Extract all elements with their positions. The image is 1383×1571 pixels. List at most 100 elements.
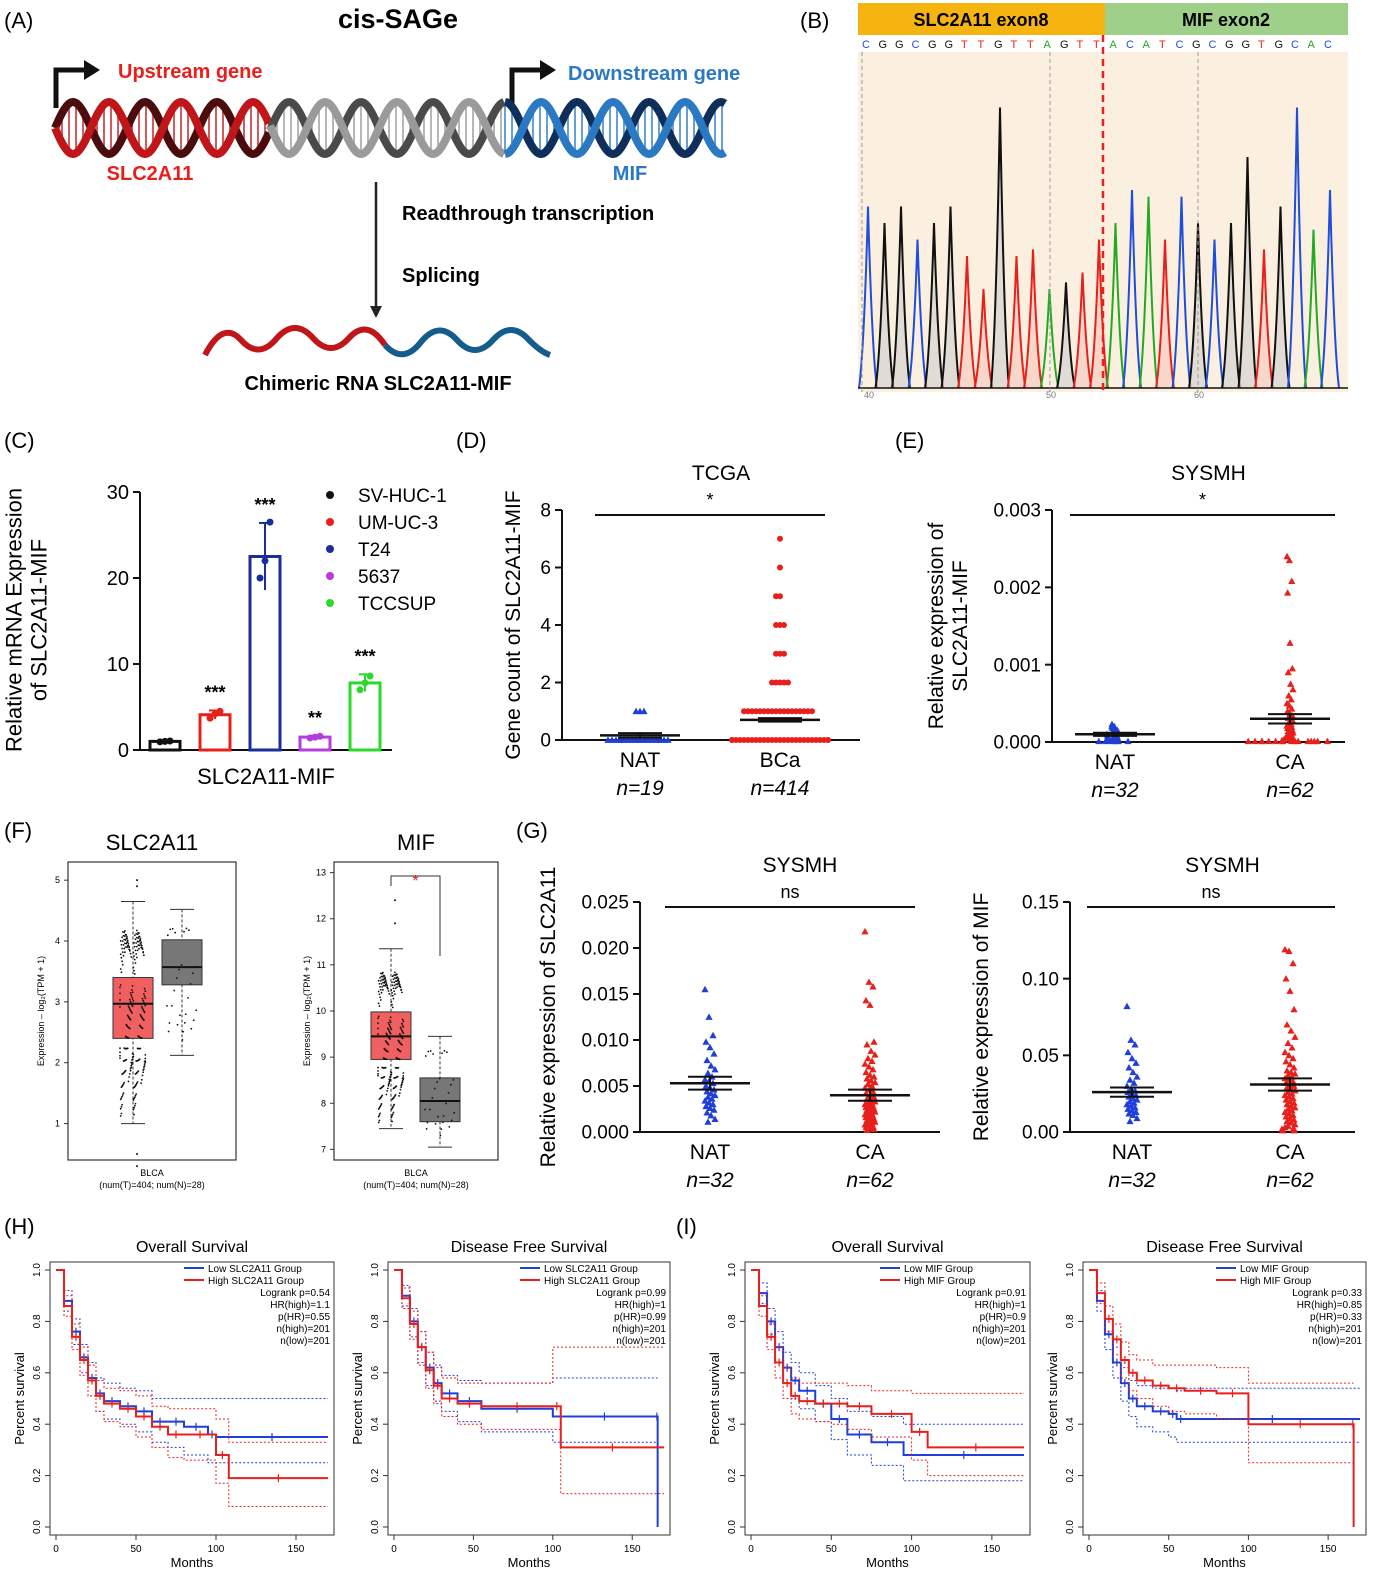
x-tick-label: 0	[53, 1544, 59, 1555]
jitter-point	[132, 1055, 135, 1058]
helix-strand-front	[266, 98, 506, 158]
jitter-point	[395, 983, 398, 986]
jitter-point	[143, 987, 146, 990]
plot-frame	[49, 1261, 335, 1536]
jitter-point	[389, 1032, 392, 1035]
data-point	[1284, 1105, 1292, 1112]
data-point	[1127, 1102, 1135, 1109]
jitter-point	[121, 1103, 124, 1106]
jitter-point	[138, 947, 140, 950]
jitter-point	[119, 1051, 121, 1054]
jitter-point	[450, 1083, 452, 1086]
data-point	[777, 535, 783, 542]
chromatogram-peak	[1204, 239, 1225, 389]
stats-label: HR(high)=0.85	[1297, 1300, 1363, 1311]
process-arrowhead-icon	[370, 306, 382, 318]
jitter-point	[130, 1002, 133, 1005]
data-point	[1281, 1108, 1289, 1115]
jitter-point	[426, 1121, 429, 1124]
sequence-base: G	[945, 39, 954, 51]
jitter-point	[393, 977, 396, 979]
jitter-point	[432, 1053, 435, 1055]
data-point	[1124, 1105, 1132, 1112]
stats-label: n(low)=201	[280, 1336, 330, 1347]
chromatogram-peak	[891, 206, 911, 389]
data-point	[1284, 1088, 1292, 1096]
y-tick-label: 3	[55, 997, 60, 1007]
y-axis-tick-label: 0.15	[1022, 893, 1059, 914]
y-axis-tick-label: 0	[118, 740, 129, 762]
chromatogram-peak	[1287, 107, 1307, 389]
sequence-base: C	[1291, 39, 1299, 51]
y-axis-tick-label: 0.025	[581, 893, 629, 914]
jitter-point	[119, 1047, 121, 1050]
jitter-point	[391, 984, 394, 987]
jitter-point	[402, 1075, 405, 1077]
chromatogram-peak	[1270, 206, 1291, 389]
jitter-point	[120, 971, 123, 974]
jitter-point	[136, 933, 139, 936]
legend-marker	[326, 599, 334, 607]
jitter-point	[401, 1037, 404, 1040]
panel-label-e: (E)	[895, 428, 924, 453]
jitter-point	[136, 940, 139, 943]
jitter-point	[377, 1066, 379, 1069]
jitter-point	[127, 1080, 130, 1083]
jitter-point	[381, 978, 384, 981]
jitter-point	[141, 1074, 144, 1077]
chromatogram-peak	[1122, 189, 1142, 389]
panel-label-h: (H)	[4, 1214, 35, 1239]
helix-strand-back	[504, 97, 728, 159]
data-point	[1288, 1106, 1296, 1114]
jitter-point	[133, 955, 135, 957]
sequence-base: C	[862, 39, 870, 51]
legend-label: TCCSUP	[358, 594, 436, 615]
chromatogram-peak	[973, 288, 994, 389]
data-point	[773, 622, 779, 628]
jitter-point	[377, 1017, 379, 1020]
jitter-point	[429, 1050, 432, 1052]
data-point	[1129, 1094, 1137, 1102]
data-point	[1285, 947, 1293, 954]
jitter-point	[434, 1122, 437, 1125]
data-point	[1125, 1110, 1133, 1117]
panel-label-c: (C)	[4, 428, 35, 453]
jitter-point	[131, 988, 133, 991]
sequence-base: G	[1242, 39, 1251, 51]
jitter-point	[182, 1030, 185, 1033]
jitter-point	[401, 1018, 404, 1021]
stats-label: p(HR)=0.9	[980, 1312, 1027, 1323]
chart-title: SYSMH	[763, 854, 838, 877]
jitter-point	[391, 1113, 394, 1116]
jitter-point	[174, 931, 177, 934]
chromatogram-peak	[1237, 156, 1258, 389]
jitter-point	[382, 978, 385, 981]
data-point	[870, 1073, 878, 1080]
jitter-point	[137, 944, 140, 947]
data-point	[1294, 737, 1302, 745]
jitter-point	[132, 1108, 135, 1111]
significance-label: ns	[780, 882, 799, 902]
helix-strand-front	[504, 97, 728, 159]
y-tick-label: 0.0	[727, 1520, 738, 1534]
chromatogram-peak	[1072, 272, 1093, 389]
chart-title: Disease Free Survival	[451, 1239, 608, 1256]
x-tick-label: 0	[748, 1544, 754, 1555]
y-tick-label: 0.6	[32, 1365, 43, 1379]
jitter-point	[141, 1027, 144, 1030]
jitter-point	[140, 1037, 143, 1039]
panel-label-b: (B)	[800, 8, 829, 33]
x-tick-label: 0	[1086, 1544, 1092, 1555]
jitter-point	[140, 1082, 142, 1085]
data-point	[865, 1063, 873, 1070]
jitter-point	[139, 942, 142, 945]
jitter-point	[447, 1091, 450, 1094]
jitter-point	[389, 1016, 392, 1019]
jitter-point	[131, 1011, 133, 1014]
y-axis-tick-label: 0	[540, 731, 551, 752]
group-n-label: n=62	[1266, 779, 1314, 802]
x-tick-label: 50	[826, 1544, 838, 1555]
jitter-point	[383, 981, 386, 984]
jitter-point	[386, 1089, 389, 1092]
jitter-point	[140, 941, 142, 943]
